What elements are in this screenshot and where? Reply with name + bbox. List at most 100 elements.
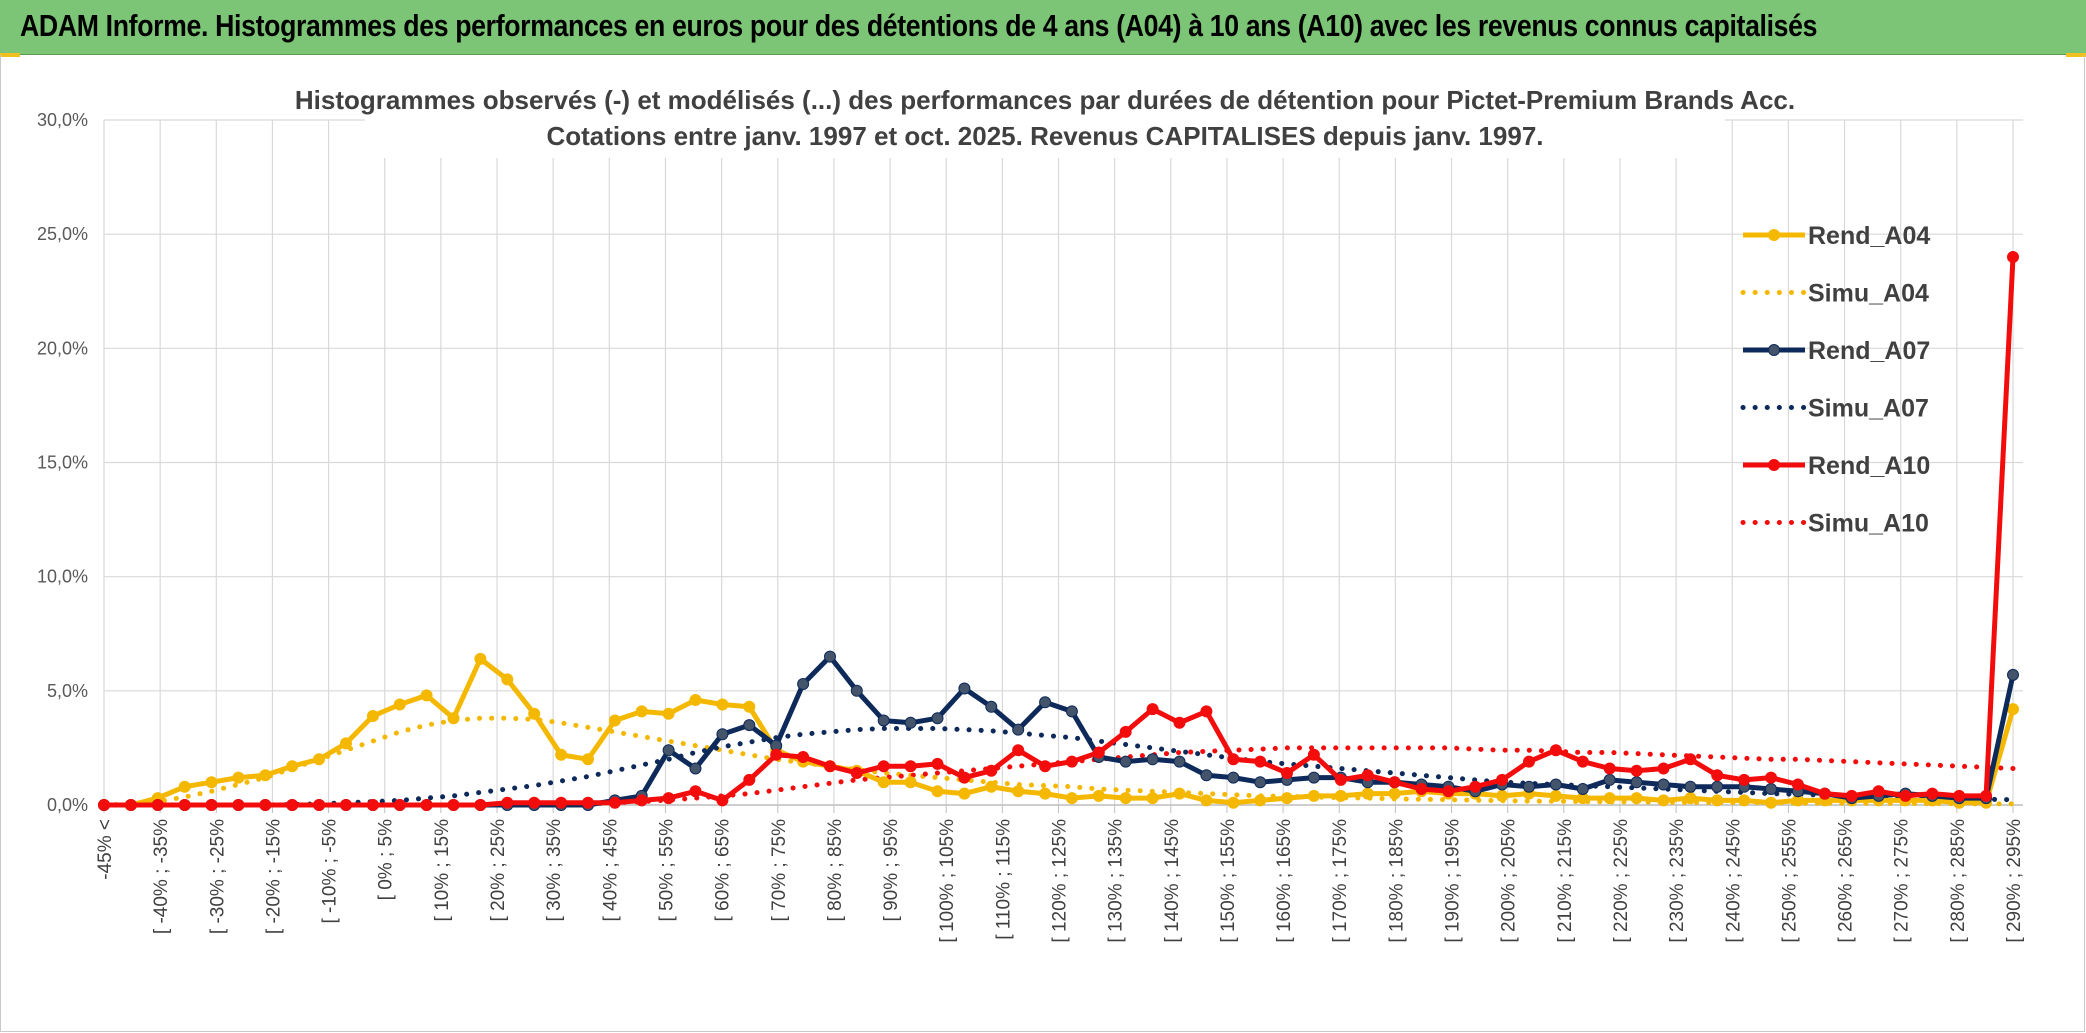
data-point [1765,771,1777,784]
data-point [743,719,756,732]
data-point [1200,705,1213,718]
data-point [1738,794,1751,807]
x-tick-label: [ 250% ; 255% [1779,819,1800,943]
data-point [1200,769,1213,782]
data-point [797,751,810,763]
legend-marker [1768,229,1780,241]
data-point [1469,780,1482,793]
x-tick-label: [ 210% ; 215% [1555,819,1576,943]
chart-title: Histogrammes observés (-) et modélisés (… [295,85,1795,115]
x-tick-label: [ 200% ; 205% [1499,819,1520,943]
data-point [1173,716,1186,729]
data-point [1334,789,1347,802]
data-point [1603,792,1616,805]
x-tick-label: [ 120% ; 125% [1050,819,1071,943]
x-tick-label: [ 130% ; 135% [1106,819,1127,943]
data-point [1039,760,1052,773]
data-point [1119,725,1132,738]
data-point [1281,792,1293,805]
data-point [635,705,648,718]
x-tick-label: [ 110% ; 115% [993,819,1014,940]
data-point [1684,753,1697,766]
data-point [1684,792,1697,805]
data-point [1227,771,1240,784]
data-point [1711,780,1724,793]
corner-accent-left [0,53,20,57]
data-point [1146,792,1159,805]
data-point [366,710,379,722]
x-tick-label: [ 280% ; 285% [1948,819,1969,943]
data-point [1307,771,1320,784]
data-point [259,799,272,811]
data-point [1281,767,1293,779]
x-tick-label: [ 60% ; 65% [713,819,734,922]
legend-label: Rend_A04 [1808,222,1930,250]
data-point [98,799,110,811]
data-point [931,712,944,725]
x-tick-label: [ 180% ; 185% [1386,819,1407,943]
data-point [1039,696,1052,709]
data-point [474,652,487,665]
data-point [608,714,621,727]
data-point [958,771,971,784]
data-point [1307,748,1320,761]
data-point [1980,789,1993,802]
data-point [1227,796,1240,809]
data-point [447,712,460,725]
data-point [420,799,433,811]
data-point [1092,789,1105,802]
data-point [1065,705,1078,718]
chart-gridlines [103,119,2023,806]
data-point [689,694,702,706]
data-point [958,682,971,695]
x-tick-label: [ 160% ; 165% [1274,819,1295,943]
legend-label: Simu_A04 [1808,280,1929,308]
data-point [205,776,218,789]
data-point [1254,755,1267,768]
data-point [797,678,810,690]
data-point [689,785,702,798]
data-point [662,707,675,720]
data-point [1146,753,1159,766]
y-tick-label: 10,0% [37,567,88,587]
data-point [420,689,433,702]
data-point [1039,787,1052,800]
data-point [1791,778,1804,791]
data-point [1953,789,1966,802]
data-point [1119,755,1132,768]
x-tick-label: [ 100% ; 105% [937,819,958,943]
series-line-simu-a04 [101,715,2016,808]
data-point [501,796,514,809]
data-point [689,762,702,775]
data-point [286,799,299,811]
data-point [1254,776,1267,789]
data-point [1012,744,1025,757]
data-point [716,698,729,711]
y-axis: 0,0% 5,0% 10,0% 15,0% 20,0% 25,0% 30,0% [37,110,88,815]
data-point [931,785,944,798]
data-point [877,760,890,773]
data-point [1307,789,1320,802]
data-point [662,792,675,805]
data-point [608,796,621,809]
x-tick-label: [ 190% ; 195% [1443,819,1464,943]
legend-label: Simu_A07 [1808,395,1929,423]
data-point [1576,755,1589,768]
data-point [1065,792,1078,805]
data-point [824,760,836,773]
data-point [1657,762,1670,775]
data-point [635,794,648,807]
x-tick-label: [ 150% ; 155% [1218,819,1239,943]
data-point [1845,789,1858,802]
data-point [393,799,406,811]
x-axis: -45% < [ -40% ; -35% [ -30% ; -25% [ -20% ;… [95,804,2025,943]
data-point [1173,787,1186,800]
x-tick-label: [ 290% ; 295% [2004,819,2025,943]
x-tick-label: [ -10% ; -5% [320,819,341,924]
data-point [1765,796,1777,809]
data-point [2007,251,2019,263]
x-tick-label: [ 140% ; 145% [1162,819,1183,943]
x-tick-label: [ 70% ; 75% [769,819,790,922]
corner-accent-right [2066,53,2086,57]
data-point [904,716,917,729]
